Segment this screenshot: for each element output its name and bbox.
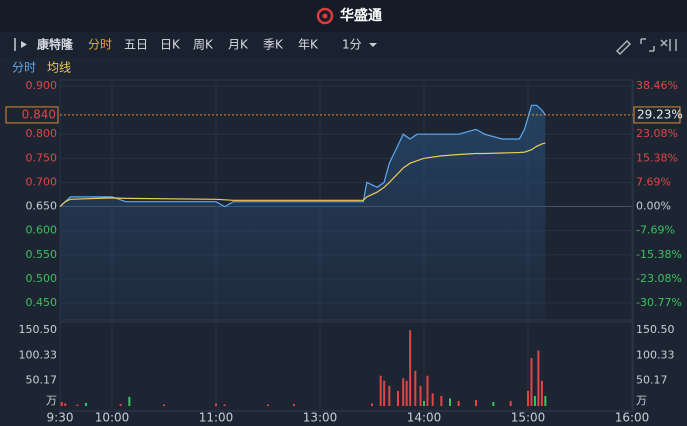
y2-tick-label: 15.38% [636,151,678,164]
tab[interactable]: 日K [160,38,181,52]
tool-icons[interactable] [615,38,677,56]
toolbar [0,32,687,58]
volume-bar [371,403,373,406]
x-tick-label: 10:00 [95,411,130,425]
last-change-box [633,106,681,124]
volume-bar [537,350,540,406]
volume-bar [544,395,547,406]
last-price-box [5,106,59,124]
volume-bar [402,378,405,406]
volume-bar [128,396,131,406]
header-bar [0,0,687,32]
volume-bar [379,375,382,406]
legend-entry: 均线 [47,61,71,75]
y2-tick-label: 0.00% [636,200,671,213]
volume-bar [397,390,399,406]
y-tick-label: 0.750 [26,151,58,164]
stock-name: 康特隆 [37,37,74,52]
brand: 华盛通 [340,7,382,24]
volume-tick-label: 150.50 [19,323,58,336]
volume-bar [163,404,165,406]
price-area [60,105,546,320]
tab[interactable]: 年K [298,38,319,52]
y2-tick-label: -23.08% [636,272,682,285]
collapse-icon[interactable] [14,38,27,51]
y-tick-label: 0.450 [26,296,58,309]
y-tick-label: 0.800 [26,127,58,140]
series-line [59,104,546,208]
y2-tick-label: 38.46% [636,79,678,92]
volume-bar [509,400,512,406]
volume-tick-label: 50.17 [26,374,58,387]
tab[interactable]: 月K [228,38,249,52]
x-tick-label: 9:30 [47,411,74,425]
y2-tick-label: -7.69% [636,224,675,237]
x-tick-label: 14:00 [407,411,442,425]
volume-bar [409,330,412,406]
tab[interactable]: 周K [193,38,214,52]
volume-bar [64,403,67,406]
volume-tick-label: 50.17 [636,374,668,387]
legend-entry: 分时 [12,61,36,75]
volume-bar [426,375,429,406]
volume-bar [293,403,295,406]
volume-bar [215,403,217,406]
last-change-label: 29.23% [637,107,683,121]
volume-bar [440,395,443,406]
volume-bar [414,370,417,406]
volume-bar [423,400,425,406]
volume-bar [76,404,79,406]
last-price-label: 0.840 [22,107,56,121]
y-tick-label: 0.650 [26,200,58,213]
volume-bar [223,404,226,406]
x-tick-label: 15:00 [511,411,546,425]
volume-bar [475,399,477,406]
y-tick-label: 0.600 [26,224,58,237]
series-line [59,142,546,208]
volume-bar [533,395,536,406]
volume-bar [530,358,533,406]
tab[interactable]: 五日 [124,38,148,52]
volume-bar [431,393,434,406]
y2-tick-label: -30.77% [636,296,682,309]
volume-bar [419,385,422,406]
volume-tick-label: 150.50 [636,323,675,336]
y2-tick-label: -15.38% [636,248,682,261]
volume-bar [60,401,63,406]
volume-unit: 万 [46,394,57,407]
volume-bar [527,390,529,406]
y-tick-label: 0.900 [26,79,58,92]
logo [316,7,334,25]
volume-bar [405,380,408,406]
volume-bar [267,404,269,406]
tab[interactable]: 分时 [88,38,112,52]
volume-bar [388,385,391,406]
x-tick-label: 16:00 [615,411,650,425]
y-tick-label: 0.500 [26,272,58,285]
y2-tick-label: 23.08% [636,127,678,140]
volume-bar [383,380,386,406]
x-tick-label: 11:00 [199,411,234,425]
volume-bar [492,401,495,406]
x-tick-label: 13:00 [303,411,338,425]
volume-bar [457,400,460,406]
y-tick-label: 0.700 [26,175,58,188]
dropdown-caret[interactable] [369,43,377,47]
volume-tick-label: 100.33 [19,348,58,361]
volume-tick-label: 100.33 [636,348,675,361]
volume-bar [449,398,451,406]
volume-bar [540,380,543,406]
y-tick-label: 0.550 [26,248,58,261]
volume-bar [85,402,87,406]
tab[interactable]: 季K [263,38,284,52]
volume-bar [119,403,122,406]
y2-tick-label: 7.69% [636,175,671,188]
volume-unit: 万 [636,394,647,407]
interval-selector[interactable]: 1分 [342,38,362,52]
